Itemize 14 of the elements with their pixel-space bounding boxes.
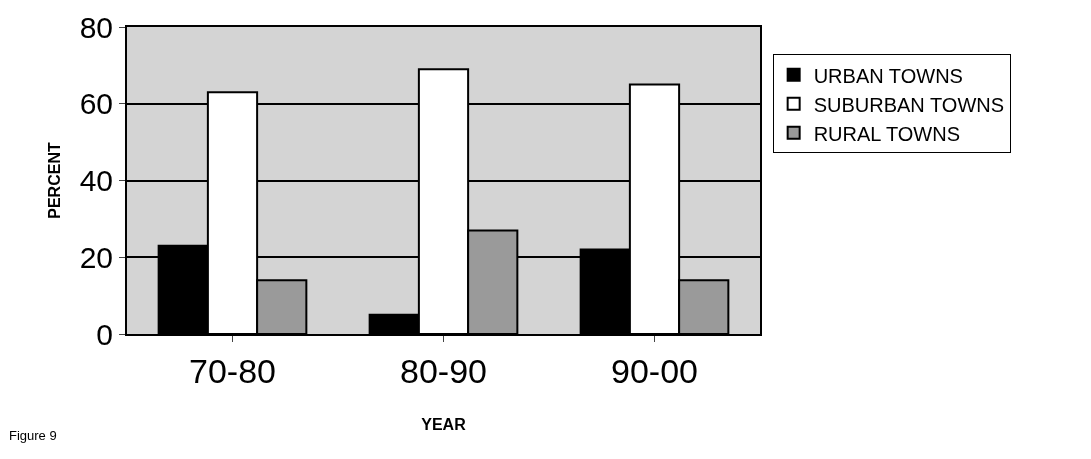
y-tick-label: 40 — [79, 164, 113, 197]
caption: Figure 9 — [9, 428, 57, 443]
legend-label: RURAL TOWNS — [813, 122, 960, 145]
x-tick-label: 70-80 — [189, 351, 276, 390]
y-tick-label: 80 — [79, 10, 113, 44]
y-tick-label: 0 — [96, 317, 113, 351]
legend-label: SUBURBAN TOWNS — [813, 93, 1005, 116]
x-tick-label: 90-00 — [611, 351, 698, 390]
x-axis-title: YEAR — [421, 416, 467, 433]
legend-label: URBAN TOWNS — [813, 64, 963, 87]
y-tick-label: 20 — [79, 240, 113, 274]
y-tick-label: 60 — [79, 87, 113, 121]
y-axis-title: PERCENT — [46, 142, 64, 219]
x-tick-label: 80-90 — [400, 351, 487, 390]
